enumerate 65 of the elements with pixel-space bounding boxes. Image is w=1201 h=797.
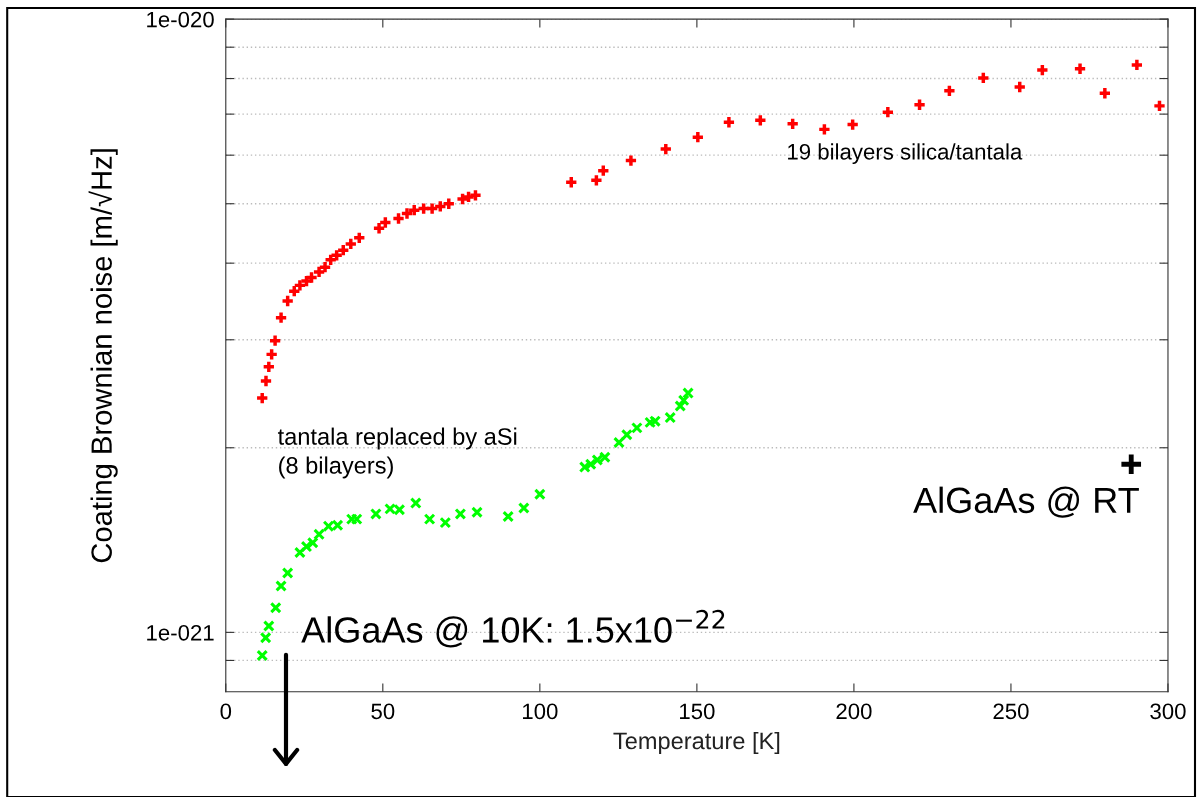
point <box>1118 451 1144 477</box>
point <box>620 428 633 441</box>
point <box>439 516 452 529</box>
point <box>256 649 269 662</box>
point <box>1097 86 1112 101</box>
series-label: AlGaAs @ RT <box>913 486 1139 518</box>
x-tick-label: 200 <box>836 703 872 720</box>
point <box>275 580 287 592</box>
point <box>268 333 282 348</box>
x-tick-label: 50 <box>371 703 395 720</box>
point <box>674 400 687 412</box>
x-tick-label: 150 <box>680 703 715 720</box>
x-tick-label: 300 <box>1150 703 1186 720</box>
point <box>281 567 294 579</box>
point <box>259 631 272 644</box>
point <box>785 116 800 131</box>
series-label: tantala replaced by aSi (8 bilayers) <box>277 427 517 479</box>
point <box>1129 58 1144 72</box>
point <box>658 142 673 156</box>
y-axis-title: Coating Brownian noise [m/√Hz] <box>88 149 118 563</box>
point <box>722 115 736 130</box>
point <box>682 387 695 399</box>
point <box>471 506 483 519</box>
y-tick-label: 1e-020 <box>147 11 214 28</box>
point <box>624 153 638 168</box>
point <box>369 508 382 520</box>
point <box>454 508 467 520</box>
x-tick-label: 0 <box>220 703 232 720</box>
point <box>912 97 927 112</box>
point <box>409 497 422 509</box>
annotation: AlGaAs @ 10K: 1.5x10$^{−22}$ <box>301 609 725 648</box>
point <box>1035 63 1050 77</box>
point <box>817 122 832 137</box>
point <box>664 411 677 424</box>
point <box>262 620 275 632</box>
point <box>274 310 288 325</box>
point <box>976 71 991 85</box>
point <box>533 488 546 501</box>
point <box>517 502 530 514</box>
point <box>264 347 279 362</box>
point <box>255 391 270 405</box>
x-tick-label: 100 <box>523 703 558 720</box>
point <box>630 421 643 434</box>
point <box>259 374 273 388</box>
point <box>677 394 690 407</box>
point <box>1073 61 1087 76</box>
point <box>564 175 579 190</box>
point <box>269 601 282 614</box>
y-tick-label: 1e-021 <box>147 624 214 641</box>
point <box>1152 98 1167 113</box>
point <box>293 546 306 559</box>
x-tick-label: 250 <box>993 703 1029 720</box>
point <box>261 359 276 374</box>
point <box>423 513 436 526</box>
point <box>753 113 768 128</box>
x-axis-title: Temperature [K] <box>613 731 780 754</box>
series-label: 19 bilayers silica/tantala <box>788 143 1023 165</box>
point <box>942 83 957 98</box>
point <box>880 105 895 120</box>
point <box>845 117 860 132</box>
point <box>613 436 625 449</box>
point <box>690 130 705 145</box>
point <box>313 528 325 541</box>
point <box>502 510 515 523</box>
point <box>1012 80 1027 94</box>
